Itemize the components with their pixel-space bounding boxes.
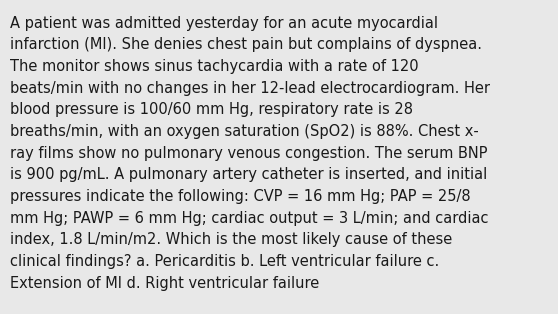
Text: ray films show no pulmonary venous congestion. The serum BNP: ray films show no pulmonary venous conge… [10,146,488,161]
Text: pressures indicate the following: CVP = 16 mm Hg; PAP = 25/8: pressures indicate the following: CVP = … [10,189,470,204]
Text: infarction (MI). She denies chest pain but complains of dyspnea.: infarction (MI). She denies chest pain b… [10,37,482,52]
Text: blood pressure is 100/60 mm Hg, respiratory rate is 28: blood pressure is 100/60 mm Hg, respirat… [10,102,413,117]
Text: mm Hg; PAWP = 6 mm Hg; cardiac output = 3 L/min; and cardiac: mm Hg; PAWP = 6 mm Hg; cardiac output = … [10,211,489,226]
Text: clinical findings? a. Pericarditis b. Left ventricular failure c.: clinical findings? a. Pericarditis b. Le… [10,254,439,269]
Text: breaths/min, with an oxygen saturation (SpO2) is 88%. Chest x-: breaths/min, with an oxygen saturation (… [10,124,479,139]
Text: Extension of MI d. Right ventricular failure: Extension of MI d. Right ventricular fai… [10,276,319,291]
Text: index, 1.8 L/min/m2. Which is the most likely cause of these: index, 1.8 L/min/m2. Which is the most l… [10,232,453,247]
Text: is 900 pg/mL. A pulmonary artery catheter is inserted, and initial: is 900 pg/mL. A pulmonary artery cathete… [10,167,487,182]
Text: The monitor shows sinus tachycardia with a rate of 120: The monitor shows sinus tachycardia with… [10,59,418,74]
Text: beats/min with no changes in her 12-lead electrocardiogram. Her: beats/min with no changes in her 12-lead… [10,81,490,96]
Text: A patient was admitted yesterday for an acute myocardial: A patient was admitted yesterday for an … [10,16,438,31]
